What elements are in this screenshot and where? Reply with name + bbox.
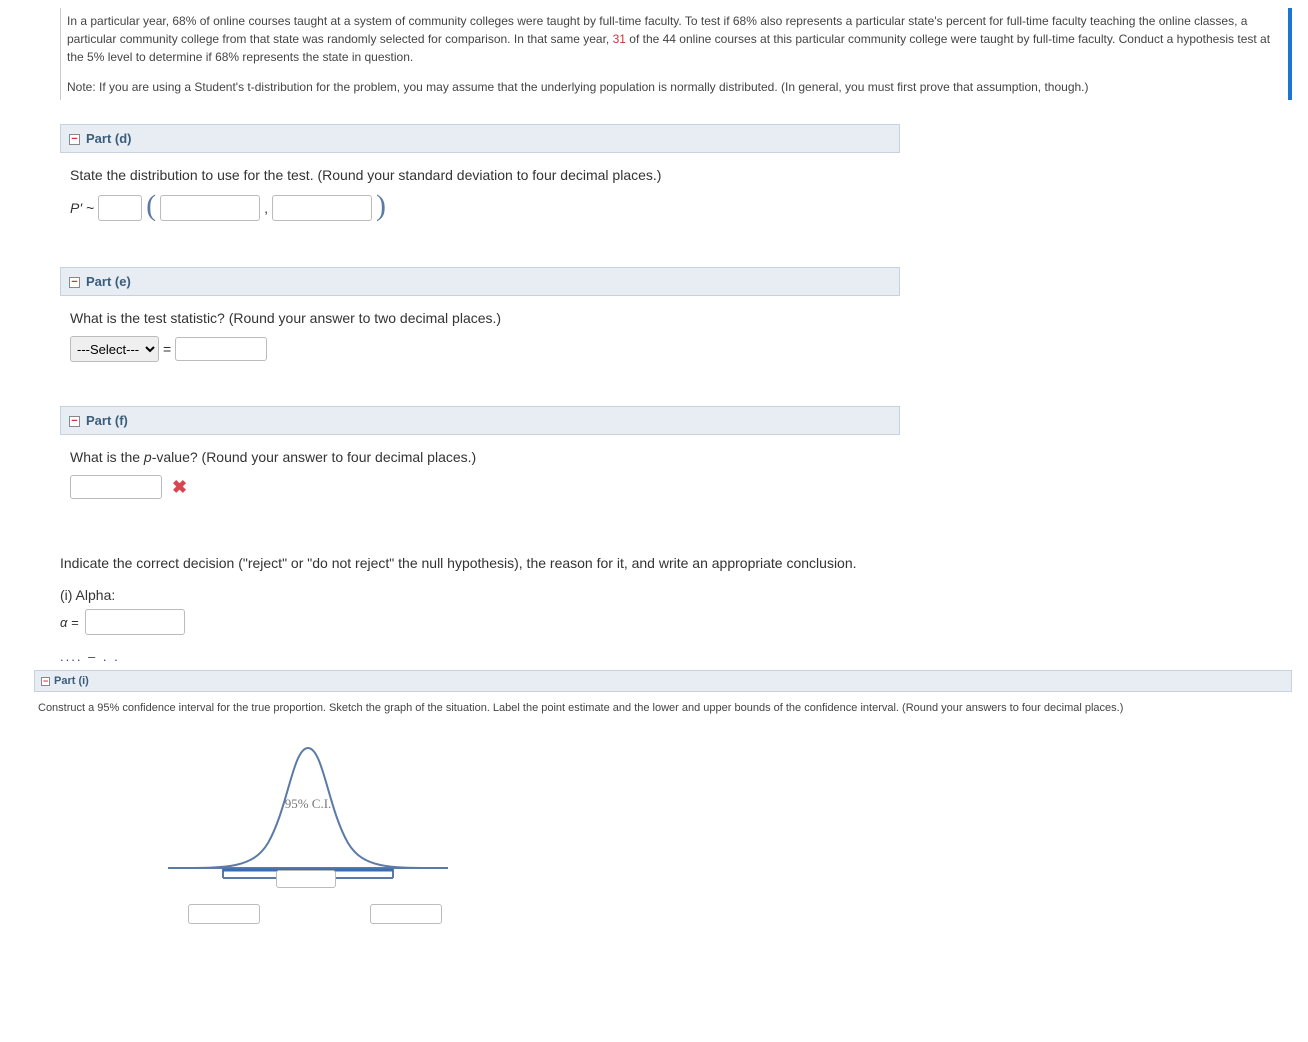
collapse-icon: − bbox=[69, 277, 80, 288]
ci-bound-inputs bbox=[158, 904, 458, 924]
ci-text: 95% C.I. bbox=[158, 796, 458, 812]
alpha-symbol: α = bbox=[60, 615, 79, 630]
alpha-block: (i) Alpha: α = bbox=[60, 587, 1308, 635]
incorrect-x-icon: ✖ bbox=[172, 477, 187, 498]
part-f: −Part (f) What is the p-value? (Round yo… bbox=[60, 406, 900, 519]
part-f-label: Part (f) bbox=[86, 413, 128, 428]
part-d-header[interactable]: −Part (d) bbox=[60, 124, 900, 153]
part-f-prompt: What is the p-value? (Round your answer … bbox=[70, 449, 890, 465]
close-paren-icon: ) bbox=[376, 191, 386, 221]
truncated-dots: .... – . . bbox=[60, 649, 1308, 664]
alpha-row: α = bbox=[60, 609, 1308, 635]
part-e: −Part (e) What is the test statistic? (R… bbox=[60, 267, 900, 382]
collapse-icon: − bbox=[69, 134, 80, 145]
part-d-body: State the distribution to use for the te… bbox=[60, 153, 900, 243]
collapse-icon: − bbox=[41, 677, 50, 686]
part-e-prompt: What is the test statistic? (Round your … bbox=[70, 310, 890, 326]
part-e-header[interactable]: −Part (e) bbox=[60, 267, 900, 296]
distribution-sd-input[interactable] bbox=[272, 195, 372, 221]
part-f-body: What is the p-value? (Round your answer … bbox=[60, 435, 900, 519]
test-stat-input[interactable] bbox=[175, 337, 267, 361]
open-paren-icon: ( bbox=[146, 191, 156, 221]
part-d: −Part (d) State the distribution to use … bbox=[60, 124, 900, 243]
collapse-icon: − bbox=[69, 416, 80, 427]
distribution-row: P' ~ ( , ) bbox=[70, 193, 890, 223]
part-d-label: Part (d) bbox=[86, 131, 132, 146]
problem-red-num: 31 bbox=[613, 32, 626, 46]
test-stat-select[interactable]: ---Select--- bbox=[70, 336, 159, 362]
part-i-body: Construct a 95% confidence interval for … bbox=[34, 692, 1292, 934]
part-i-prompt: Construct a 95% confidence interval for … bbox=[38, 702, 1288, 714]
part-e-body: What is the test statistic? (Round your … bbox=[60, 296, 900, 382]
problem-para2: Note: If you are using a Student's t-dis… bbox=[67, 80, 1089, 94]
part-i: −Part (i) Construct a 95% confidence int… bbox=[34, 670, 1292, 934]
ci-upper-input[interactable] bbox=[370, 904, 442, 924]
p-prime-symbol: P' ~ bbox=[70, 200, 94, 216]
equals-sign: = bbox=[163, 341, 171, 357]
part-f-header[interactable]: −Part (f) bbox=[60, 406, 900, 435]
point-estimate-input[interactable] bbox=[276, 870, 336, 888]
pvalue-row: ✖ bbox=[70, 475, 890, 499]
part-i-label: Part (i) bbox=[54, 675, 89, 687]
part-e-label: Part (e) bbox=[86, 274, 131, 289]
problem-statement: In a particular year, 68% of online cour… bbox=[60, 8, 1292, 100]
pvalue-input[interactable] bbox=[70, 475, 162, 499]
part-i-header[interactable]: −Part (i) bbox=[34, 670, 1292, 692]
distribution-mean-input[interactable] bbox=[160, 195, 260, 221]
part-d-prompt: State the distribution to use for the te… bbox=[70, 167, 890, 183]
alpha-input[interactable] bbox=[85, 609, 185, 635]
alpha-label: (i) Alpha: bbox=[60, 587, 1308, 603]
bell-curve-graphic: 95% C.I. bbox=[158, 728, 458, 924]
comma: , bbox=[264, 200, 268, 216]
conclusion-prompt: Indicate the correct decision ("reject" … bbox=[60, 555, 1160, 571]
ci-lower-input[interactable] bbox=[188, 904, 260, 924]
distribution-type-input[interactable] bbox=[98, 195, 142, 221]
test-stat-row: ---Select--- = bbox=[70, 336, 890, 362]
